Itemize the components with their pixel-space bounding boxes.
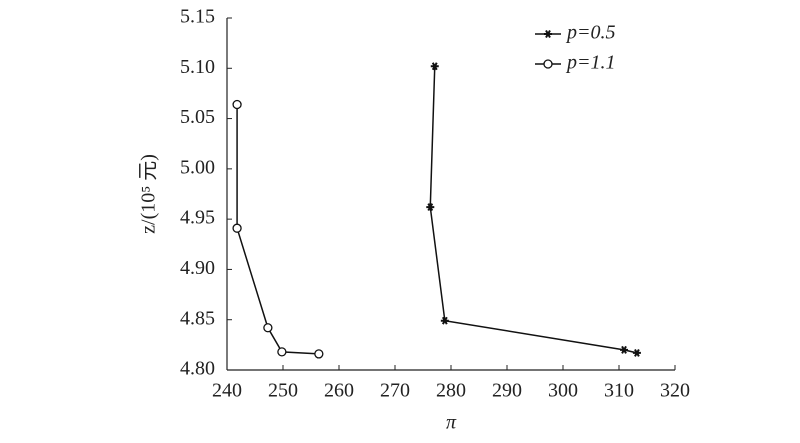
marker (277, 347, 287, 357)
y-tick-label: 5.15 (180, 6, 215, 28)
marker (632, 348, 641, 357)
marker (314, 349, 324, 359)
legend-marker (543, 59, 553, 69)
legend-marker (544, 30, 552, 38)
x-tick-label: 260 (324, 380, 354, 402)
marker (232, 223, 242, 233)
x-tick-label: 300 (548, 380, 578, 402)
x-tick-label: 250 (268, 380, 298, 402)
marker (430, 62, 439, 71)
y-tick-label: 4.90 (180, 257, 215, 279)
marker (440, 316, 449, 325)
y-tick-label: 5.10 (180, 56, 215, 78)
x-tick-label: 320 (660, 380, 690, 402)
series-line (429, 66, 638, 354)
y-tick-label: 5.00 (180, 156, 215, 178)
marker (263, 323, 273, 333)
marker (232, 99, 242, 110)
y-tick-label: 4.95 (180, 207, 215, 229)
x-tick-label: 280 (436, 380, 466, 402)
y-tick-label: 4.85 (180, 307, 215, 329)
marker (620, 345, 629, 354)
y-axis-label: z/(10⁵ 元) (138, 154, 160, 234)
legend-label: p=0.5 (565, 22, 616, 44)
x-axis-label: π (446, 412, 457, 434)
x-tick-label: 240 (212, 380, 242, 402)
x-tick-label: 310 (604, 380, 634, 402)
marker (426, 203, 435, 212)
y-tick-label: 5.05 (180, 106, 215, 128)
series-line (236, 104, 319, 355)
legend-label: p=1.1 (565, 52, 616, 74)
x-tick-label: 270 (380, 380, 410, 402)
y-tick-label: 4.80 (180, 358, 215, 380)
x-tick-label: 290 (492, 380, 522, 402)
